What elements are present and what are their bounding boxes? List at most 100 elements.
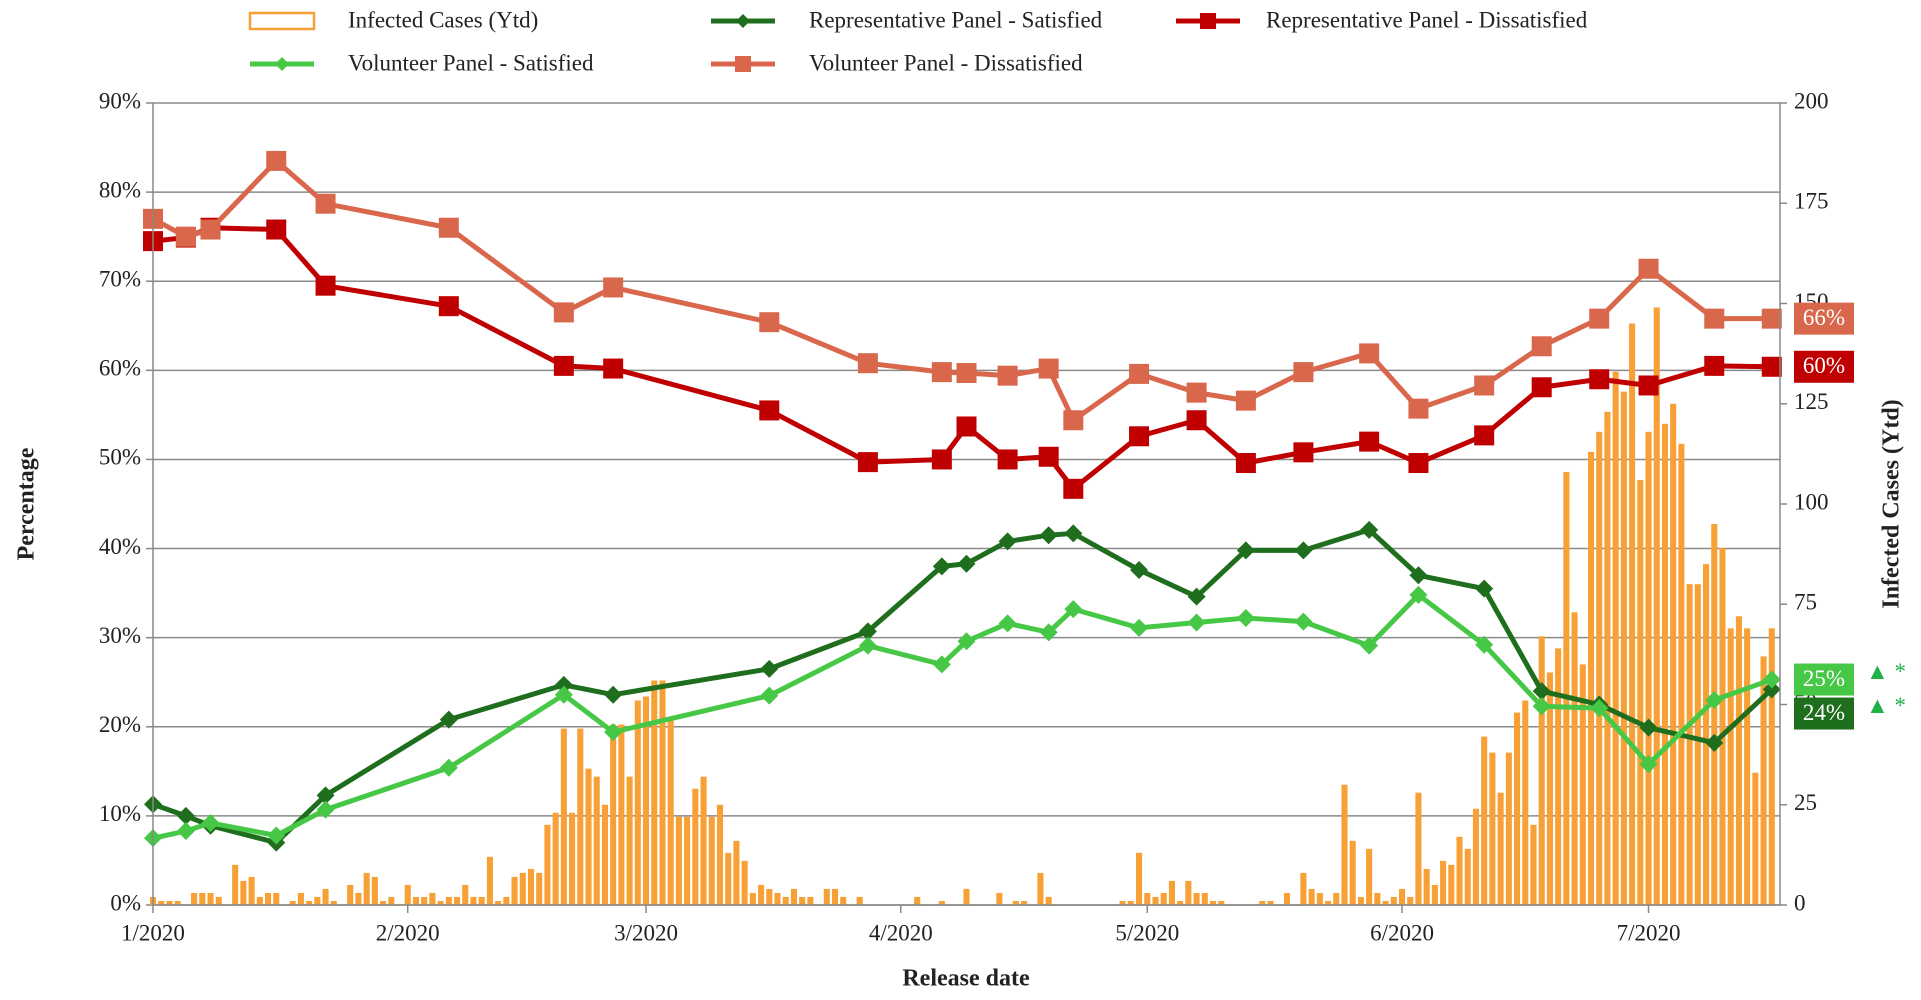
bar	[1620, 391, 1627, 906]
bar	[1136, 852, 1143, 905]
significance-mark: ▲ *	[1866, 693, 1906, 718]
marker	[1039, 526, 1058, 545]
bar	[437, 900, 444, 905]
x-tick-label: 7/2020	[1617, 920, 1681, 945]
y-tick-label: 80%	[99, 177, 141, 202]
bar	[1711, 524, 1718, 905]
bar	[700, 776, 707, 905]
marker	[1531, 377, 1552, 398]
marker	[857, 452, 878, 473]
marker	[438, 217, 459, 238]
bar	[1037, 872, 1044, 905]
bar	[1333, 892, 1340, 905]
marker	[1129, 426, 1150, 447]
bar	[1703, 564, 1710, 905]
legend-marker	[275, 57, 289, 71]
bar	[1259, 900, 1266, 905]
bar	[1267, 900, 1274, 905]
bar	[1308, 888, 1315, 905]
marker	[932, 655, 951, 674]
marker	[1187, 587, 1206, 606]
bar	[265, 892, 272, 905]
marker	[1038, 446, 1059, 467]
bar	[1374, 892, 1381, 905]
bar	[1300, 872, 1307, 905]
bar	[1325, 900, 1332, 905]
bar	[1472, 808, 1480, 905]
bar	[1012, 900, 1019, 905]
x-tick-label: 3/2020	[614, 920, 678, 945]
bar	[1694, 584, 1701, 905]
bar	[601, 804, 608, 905]
marker	[857, 353, 878, 374]
bar	[1604, 411, 1611, 905]
bar	[330, 900, 337, 905]
marker	[176, 822, 195, 841]
marker	[1063, 478, 1084, 499]
bar	[1398, 888, 1406, 905]
bar	[1612, 371, 1619, 905]
marker	[1474, 425, 1495, 446]
marker	[200, 219, 221, 240]
bar	[1661, 423, 1668, 905]
marker	[956, 363, 977, 384]
y2-tick-label: 100	[1794, 489, 1829, 514]
bar	[306, 900, 313, 905]
marker	[1294, 612, 1313, 631]
bar	[404, 884, 411, 905]
bar	[766, 888, 773, 905]
marker	[1063, 410, 1084, 431]
marker	[1762, 680, 1781, 699]
bar	[1152, 896, 1159, 905]
bar	[938, 900, 945, 905]
y2-tick-label: 25	[1794, 790, 1817, 815]
bar	[996, 892, 1003, 905]
bar	[495, 900, 502, 905]
bar	[618, 724, 625, 905]
marker	[1409, 566, 1428, 585]
bar	[273, 892, 280, 905]
marker	[554, 685, 573, 704]
legend-label: Infected Cases (Ytd)	[348, 7, 538, 32]
bar	[593, 776, 600, 905]
bar	[1555, 648, 1562, 905]
marker	[603, 358, 624, 379]
bar	[552, 812, 559, 905]
bar	[1218, 900, 1225, 905]
marker	[201, 814, 220, 833]
bar	[297, 892, 304, 905]
marker	[858, 622, 877, 641]
marker	[1532, 697, 1551, 716]
marker	[957, 632, 976, 651]
marker	[1531, 336, 1552, 357]
marker	[1639, 755, 1658, 774]
marker	[1130, 560, 1149, 579]
bar	[560, 728, 567, 905]
bar	[174, 900, 181, 905]
bar	[1497, 792, 1504, 905]
y2-tick-label: 125	[1794, 389, 1829, 414]
marker	[1704, 308, 1725, 329]
marker	[1475, 635, 1494, 654]
marker	[1705, 733, 1724, 752]
bar	[831, 888, 839, 905]
bar	[527, 868, 535, 905]
bar	[1045, 896, 1052, 905]
marker	[932, 557, 951, 576]
bar	[1686, 584, 1693, 905]
bar	[1144, 892, 1151, 905]
marker	[1186, 410, 1207, 431]
marker	[1532, 682, 1551, 701]
end-label: 66%	[1803, 305, 1845, 330]
bar	[544, 824, 551, 905]
bar	[1283, 892, 1291, 905]
bar	[232, 864, 239, 905]
bar	[1538, 636, 1545, 905]
marker	[176, 806, 195, 825]
bar	[371, 876, 378, 905]
marker	[931, 362, 952, 383]
bar	[1637, 479, 1644, 905]
marker	[1293, 442, 1314, 463]
end-label: 25%	[1803, 666, 1845, 691]
marker	[553, 302, 574, 323]
